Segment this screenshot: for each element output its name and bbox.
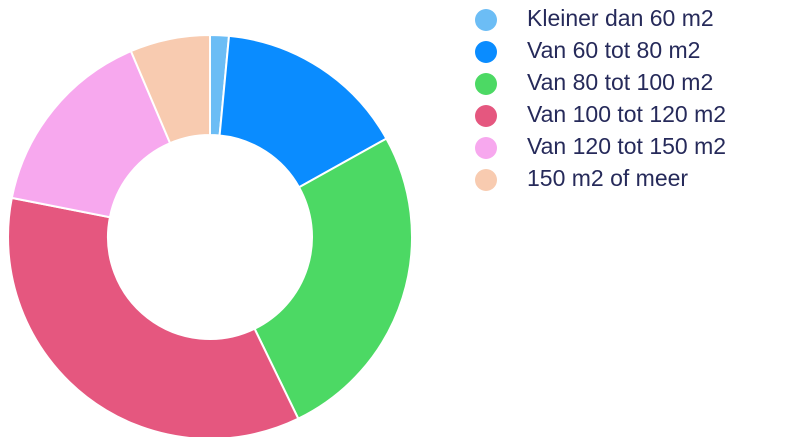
donut-slice bbox=[129, 33, 211, 145]
legend-swatch bbox=[475, 105, 497, 127]
legend-swatch bbox=[475, 73, 497, 95]
legend-label: Van 120 tot 150 m2 bbox=[527, 133, 726, 159]
legend-label: Kleiner dan 60 m2 bbox=[527, 5, 714, 31]
legend-label: Van 80 tot 100 m2 bbox=[527, 69, 713, 95]
legend-label: Van 60 tot 80 m2 bbox=[527, 37, 700, 63]
legend-label: Van 100 tot 120 m2 bbox=[527, 101, 726, 127]
donut-slice bbox=[10, 49, 172, 219]
donut-slice bbox=[253, 137, 413, 421]
legend-swatch bbox=[475, 169, 497, 191]
donut-slice bbox=[218, 34, 388, 189]
legend-swatch bbox=[475, 41, 497, 63]
legend-swatch bbox=[475, 137, 497, 159]
legend-label: 150 m2 of meer bbox=[527, 165, 688, 191]
legend-swatch bbox=[475, 9, 497, 31]
donut-slice bbox=[7, 196, 300, 437]
